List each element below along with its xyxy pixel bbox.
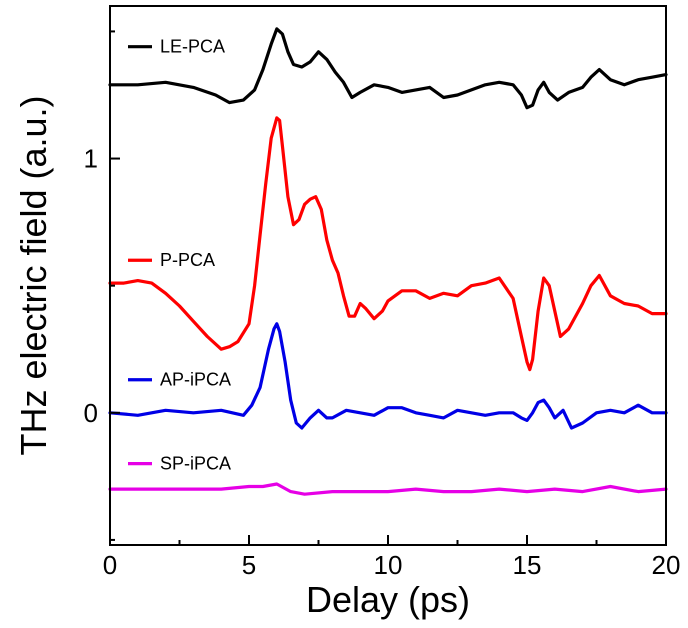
legend-label: LE-PCA — [160, 37, 225, 57]
series-line-sp-ipca — [108, 482, 668, 496]
legend-label: AP-iPCA — [160, 370, 231, 390]
series-line-p-pca — [108, 116, 668, 372]
y-tick-label: 0 — [84, 398, 98, 428]
x-tick-label: 20 — [652, 550, 681, 580]
x-tick-label: 0 — [103, 550, 117, 580]
legend: LE-PCA P-PCA AP-iPCA SP-iPCA — [128, 37, 231, 474]
y-axis: 01 — [84, 30, 120, 541]
y-tick-label: 1 — [84, 144, 98, 174]
legend-label: SP-iPCA — [160, 454, 231, 474]
x-tick-label: 15 — [513, 550, 542, 580]
x-tick-label: 5 — [242, 550, 256, 580]
plot-lines — [108, 27, 668, 496]
x-axis-title: Delay (ps) — [306, 579, 470, 620]
y-axis-title: THz electric field (a.u.) — [13, 95, 54, 455]
series-line-ap-ipca — [108, 322, 668, 430]
legend-label: P-PCA — [160, 250, 215, 270]
x-tick-label: 10 — [374, 550, 403, 580]
x-axis: 0 5 10 15 20 — [103, 535, 681, 580]
series-line-le-pca — [108, 27, 668, 110]
